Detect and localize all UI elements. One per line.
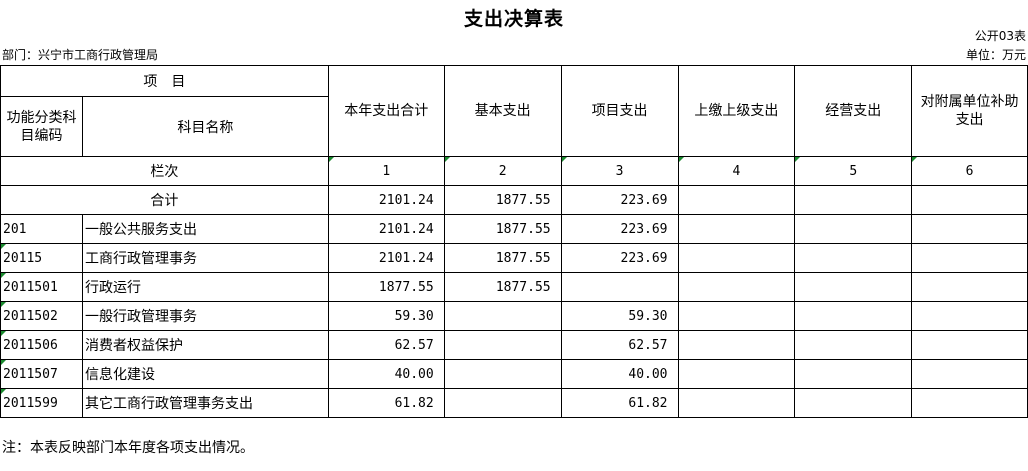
table-row: 2011506 消费者权益保护 62.57 62.57	[0, 330, 1028, 360]
total-cell	[677, 185, 796, 215]
subject-name-cell: 一般行政管理事务	[81, 301, 329, 331]
value-cell: 1877.55	[443, 214, 562, 244]
total-cell: 2101.24	[327, 185, 445, 215]
table-row: 2011507 信息化建设 40.00 40.00	[0, 359, 1028, 389]
func-code-cell: 201	[0, 214, 83, 244]
column-number: 6	[911, 156, 1028, 186]
value-cell: 61.82	[327, 388, 445, 418]
value-cell: 40.00	[560, 359, 679, 389]
func-code-cell: 2011599	[0, 388, 83, 418]
value-cell: 223.69	[560, 214, 679, 244]
table-row: 2011501 行政运行 1877.55 1877.55	[0, 272, 1028, 302]
value-cell	[794, 301, 913, 331]
col-header-operating: 经营支出	[794, 65, 913, 157]
value-cell	[911, 330, 1028, 360]
value-cell	[911, 272, 1028, 302]
item-header: 项 目	[0, 65, 329, 97]
footnote: 注：本表反映部门本年度各项支出情况。	[2, 440, 254, 456]
value-cell: 2101.24	[327, 243, 445, 273]
value-cell	[794, 214, 913, 244]
value-cell	[911, 388, 1028, 418]
report-title: 支出决算表	[463, 8, 564, 30]
total-cell	[794, 185, 913, 215]
subject-name-cell: 行政运行	[81, 272, 329, 302]
func-code-cell: 2011507	[0, 359, 83, 389]
func-code-cell: 2011502	[0, 301, 83, 331]
value-cell	[911, 301, 1028, 331]
subject-name-cell: 信息化建设	[81, 359, 329, 389]
total-cell: 223.69	[560, 185, 679, 215]
form-code: 公开03表	[974, 29, 1026, 43]
department-label: 部门：兴宁市工商行政管理局	[2, 48, 159, 62]
value-cell	[443, 359, 562, 389]
subject-name-cell: 消费者权益保护	[81, 330, 329, 360]
column-number: 3	[560, 156, 679, 186]
value-cell: 2101.24	[327, 214, 445, 244]
table-row: 2011502 一般行政管理事务 59.30 59.30	[0, 301, 1028, 331]
value-cell: 61.82	[560, 388, 679, 418]
value-cell: 62.57	[327, 330, 445, 360]
value-cell	[794, 272, 913, 302]
value-cell: 40.00	[327, 359, 445, 389]
value-cell: 59.30	[560, 301, 679, 331]
subject-name-cell: 其它工商行政管理事务支出	[81, 388, 329, 418]
func-code-cell: 20115	[0, 243, 83, 273]
col-header-subsidy: 对附属单位补助支出	[911, 65, 1028, 157]
value-cell	[677, 243, 796, 273]
col-header-basic: 基本支出	[443, 65, 562, 157]
value-cell: 62.57	[560, 330, 679, 360]
func-code-cell: 2011501	[0, 272, 83, 302]
col-header-project: 项目支出	[560, 65, 679, 157]
subject-name-cell: 工商行政管理事务	[81, 243, 329, 273]
table-row: 2011599 其它工商行政管理事务支出 61.82 61.82	[0, 388, 1028, 418]
column-no-label: 栏次	[0, 156, 329, 186]
subject-name-cell: 一般公共服务支出	[81, 214, 329, 244]
table-row: 20115 工商行政管理事务 2101.24 1877.55 223.69	[0, 243, 1028, 273]
value-cell	[443, 301, 562, 331]
func-code-header: 功能分类科目编码	[0, 96, 83, 157]
value-cell	[911, 359, 1028, 389]
column-number: 4	[677, 156, 796, 186]
table-row: 201 一般公共服务支出 2101.24 1877.55 223.69	[0, 214, 1028, 244]
column-number: 2	[443, 156, 562, 186]
value-cell	[677, 272, 796, 302]
total-row: 合计 2101.24 1877.55 223.69	[0, 185, 1028, 215]
col-header-remit: 上缴上级支出	[677, 65, 796, 157]
subject-name-header: 科目名称	[81, 96, 329, 157]
func-code-cell: 2011506	[0, 330, 83, 360]
total-label: 合计	[0, 185, 329, 215]
value-cell	[794, 243, 913, 273]
value-cell	[677, 359, 796, 389]
value-cell	[794, 388, 913, 418]
value-cell	[794, 330, 913, 360]
value-cell	[677, 301, 796, 331]
value-cell	[677, 214, 796, 244]
value-cell: 59.30	[327, 301, 445, 331]
value-cell	[911, 243, 1028, 273]
value-cell	[794, 359, 913, 389]
value-cell: 1877.55	[443, 243, 562, 273]
value-cell	[443, 330, 562, 360]
value-cell	[677, 388, 796, 418]
value-cell	[560, 272, 679, 302]
value-cell	[677, 330, 796, 360]
value-cell: 1877.55	[443, 272, 562, 302]
total-cell: 1877.55	[443, 185, 562, 215]
expenditure-table: 项 目 本年支出合计 基本支出 项目支出 上缴上级支出 经营支出 对附属单位补助…	[0, 65, 1028, 418]
col-header-total: 本年支出合计	[327, 65, 445, 157]
value-cell: 223.69	[560, 243, 679, 273]
column-number: 5	[794, 156, 913, 186]
value-cell: 1877.55	[327, 272, 445, 302]
value-cell	[911, 214, 1028, 244]
column-number: 1	[327, 156, 445, 186]
value-cell	[443, 388, 562, 418]
unit-label: 单位：万元	[965, 48, 1026, 62]
total-cell	[911, 185, 1028, 215]
